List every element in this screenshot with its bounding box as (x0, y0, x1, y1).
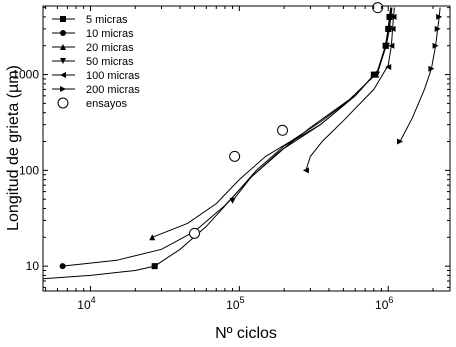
x-tick-label: 106 (375, 295, 393, 312)
data-point-triangle-down (386, 25, 393, 32)
legend-marker-square (60, 16, 66, 22)
legend-label: ensayos (86, 98, 127, 110)
legend-label: 100 micras (86, 70, 140, 82)
x-axis-ticks: 104 105 106 (45, 6, 434, 312)
data-point-ensayo (372, 2, 384, 14)
data-point-triangle-left (388, 42, 395, 49)
legend-label: 20 micras (86, 42, 134, 54)
data-point-triangle-left (389, 25, 396, 32)
data-point-triangle-right (397, 138, 404, 145)
legend-marker-circle (60, 30, 66, 36)
x-axis-title: Nº ciclos (215, 325, 277, 342)
data-point-triangle-down (383, 42, 390, 49)
data-point-triangle-right (428, 65, 435, 72)
data-point-triangle-left (302, 167, 309, 174)
y-tick-label: 10 (26, 259, 40, 273)
data-point-triangle-right (436, 13, 443, 20)
x-tick-label: 105 (226, 295, 244, 312)
data-point-circle (59, 263, 66, 270)
series-curve-5 (305, 7, 395, 171)
legend-label: 50 micras (86, 56, 134, 68)
y-tick-label: 1000 (12, 68, 39, 82)
data-point-triangle-right (432, 42, 439, 49)
legend-marker-open-circle (57, 97, 69, 109)
plot-frame (42, 5, 451, 292)
y-axis-title: Longitud de grieta (µm) (5, 65, 22, 231)
data-point-ensayo (277, 124, 289, 136)
data-point-triangle-right (434, 25, 441, 32)
legend-marker-triangle-down (60, 58, 66, 64)
data-point-triangle-up (149, 234, 156, 241)
legend-marker-triangle-up (60, 44, 66, 50)
legend-label: 10 micras (86, 28, 134, 40)
x-tick-label: 104 (77, 295, 95, 312)
data-point-triangle-left (390, 13, 397, 20)
series-markers (59, 2, 443, 270)
data-point-ensayo (189, 227, 201, 239)
legend-marker-triangle-right (60, 86, 66, 92)
data-point-ensayo (229, 150, 241, 162)
y-tick-label: 100 (19, 163, 39, 177)
y-axis-ticks: 10 100 1000 (12, 7, 450, 288)
data-point-triangle-left (385, 63, 392, 70)
legend-label: 200 micras (86, 84, 140, 96)
data-point-triangle-down (229, 197, 236, 204)
legend-label: 5 micras (86, 14, 128, 26)
legend-marker-triangle-left (60, 72, 66, 78)
data-point-square (151, 263, 158, 270)
data-point-triangle-down (373, 71, 380, 78)
legend: 5 micras 10 micras 20 micras 50 micras 100 m… (52, 14, 140, 110)
series-curve-3 (152, 7, 392, 238)
series-curve-4 (232, 7, 393, 202)
series-curve-6 (399, 7, 441, 142)
